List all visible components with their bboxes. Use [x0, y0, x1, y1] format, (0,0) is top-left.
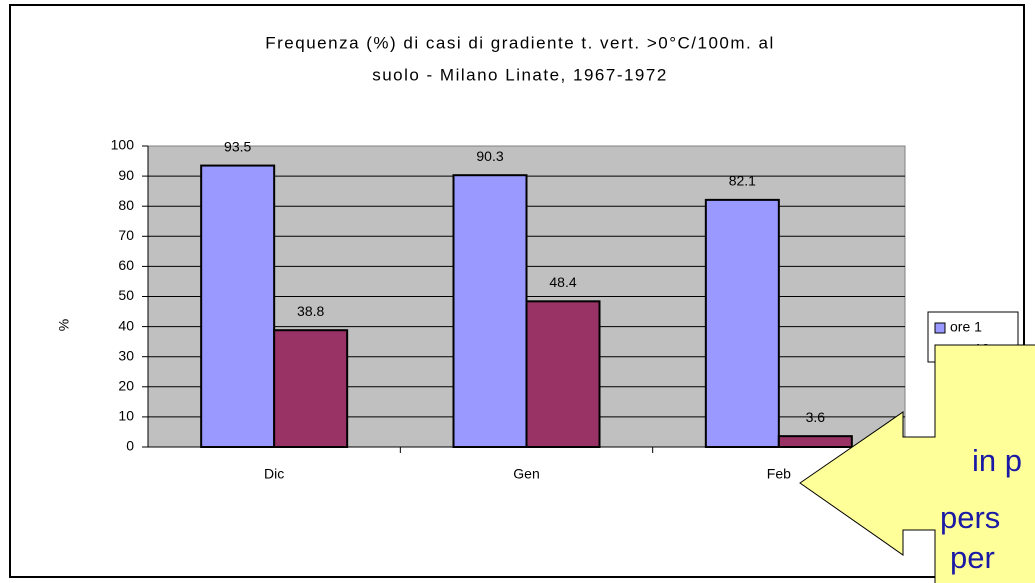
legend-swatch [934, 322, 946, 334]
chart-title: Frequenza (%) di casi di gradiente t. ve… [265, 33, 774, 52]
y-tick-label: 10 [118, 408, 134, 424]
data-label: 93.5 [224, 138, 251, 154]
bar [452, 174, 528, 449]
marks: 0 10 20 30 40 50 60 70 80 90 100 Dic 93.5 38.8 Gen 90.3… [111, 137, 906, 482]
bar [200, 164, 276, 448]
data-label: 90.3 [476, 148, 503, 164]
y-tick-label: 90 [118, 167, 134, 183]
y-tick-label: 50 [118, 287, 134, 303]
callout-text: pers [940, 500, 1000, 535]
bar [704, 198, 780, 448]
y-tick-label: 30 [118, 347, 134, 363]
callout-arrow [799, 344, 1035, 583]
y-tick-label: 100 [111, 137, 135, 153]
x-tick-label: Gen [513, 466, 539, 482]
y-tick-label: 40 [118, 317, 134, 333]
callout-text: per [950, 540, 995, 575]
data-label: 48.4 [549, 274, 576, 290]
data-label: 38.8 [297, 303, 324, 319]
bar [525, 300, 601, 449]
legend-label: ore 1 [950, 319, 982, 335]
y-tick-label: 70 [118, 227, 134, 243]
y-tick-label: 0 [126, 438, 134, 454]
callout-text: in p [972, 443, 1022, 478]
data-label: 3.6 [806, 409, 826, 425]
bar [273, 329, 349, 449]
data-label: 82.1 [729, 173, 756, 189]
x-tick-label: Feb [767, 466, 791, 482]
x-tick-label: Dic [264, 466, 284, 482]
y-tick-label: 80 [118, 197, 134, 213]
y-axis-label: % [56, 319, 72, 331]
chart-title: suolo - Milano Linate, 1967-1972 [372, 65, 668, 84]
bar [777, 435, 853, 449]
y-tick-label: 60 [118, 257, 134, 273]
y-tick-label: 20 [118, 378, 134, 394]
